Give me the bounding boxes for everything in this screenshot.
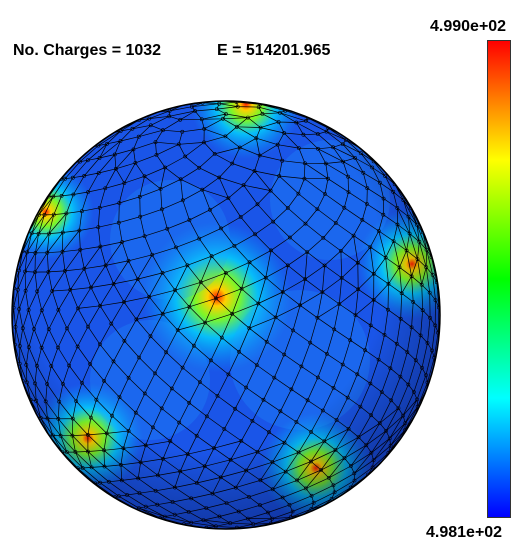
colorbar-min-label: 4.981e+02 [426, 524, 503, 541]
charge-count-label: No. Charges = 1032 [13, 42, 162, 59]
energy-label: E = 514201.965 [217, 42, 331, 59]
colorbar-max-label: 4.990e+02 [430, 18, 507, 35]
sphere-outline [11, 100, 441, 530]
colorbar [487, 40, 511, 518]
sphere-shading [12, 101, 440, 529]
